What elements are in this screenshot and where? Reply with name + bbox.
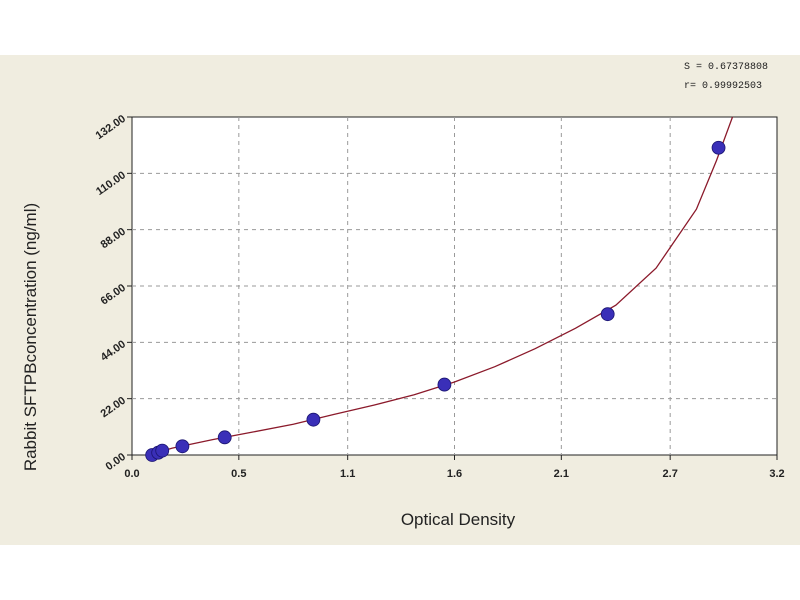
x-tick-label: 1.6 xyxy=(447,468,462,480)
y-tick-label: 88.00 xyxy=(99,226,128,252)
chart-svg: 0.0 0.5 1.1 1.6 2.1 2.7 3.2 0.0022.0044.0066.0… xyxy=(21,62,785,529)
x-tick-label: 2.1 xyxy=(554,468,569,480)
grid-lines xyxy=(132,117,777,455)
x-tick-label: 0.0 xyxy=(124,468,139,480)
y-tick-label: 110.00 xyxy=(94,169,128,198)
data-point xyxy=(155,443,170,458)
x-axis-title: Optical Density xyxy=(401,510,516,529)
y-axis-title: Rabbit SFTPBconcentration (ng/ml) xyxy=(21,203,40,471)
data-point xyxy=(306,412,321,427)
x-tick-label: 0.5 xyxy=(231,468,246,480)
data-points xyxy=(145,140,726,462)
y-tick-label: 44.00 xyxy=(99,338,128,364)
data-point xyxy=(175,439,190,454)
x-tick-label: 2.7 xyxy=(663,468,678,480)
stat-s-value: S = 0.67378808 xyxy=(684,62,768,73)
x-axis-ticks: 0.0 0.5 1.1 1.6 2.1 2.7 3.2 xyxy=(124,455,785,480)
fit-curve-line xyxy=(147,116,734,456)
data-point xyxy=(217,430,232,445)
y-tick-label: 22.00 xyxy=(99,395,128,421)
y-tick-label: 66.00 xyxy=(99,282,128,308)
x-tick-label: 1.1 xyxy=(340,468,355,480)
stat-r-value: r= 0.99992503 xyxy=(684,81,762,92)
data-point xyxy=(711,140,726,155)
data-point xyxy=(437,377,452,392)
data-point xyxy=(600,307,615,322)
chart-figure: 0.0 0.5 1.1 1.6 2.1 2.7 3.2 0.00 22.00 44.00 66.0… xyxy=(0,55,800,545)
y-tick-label: 132.00 xyxy=(94,113,128,142)
x-tick-label: 3.2 xyxy=(769,468,784,480)
